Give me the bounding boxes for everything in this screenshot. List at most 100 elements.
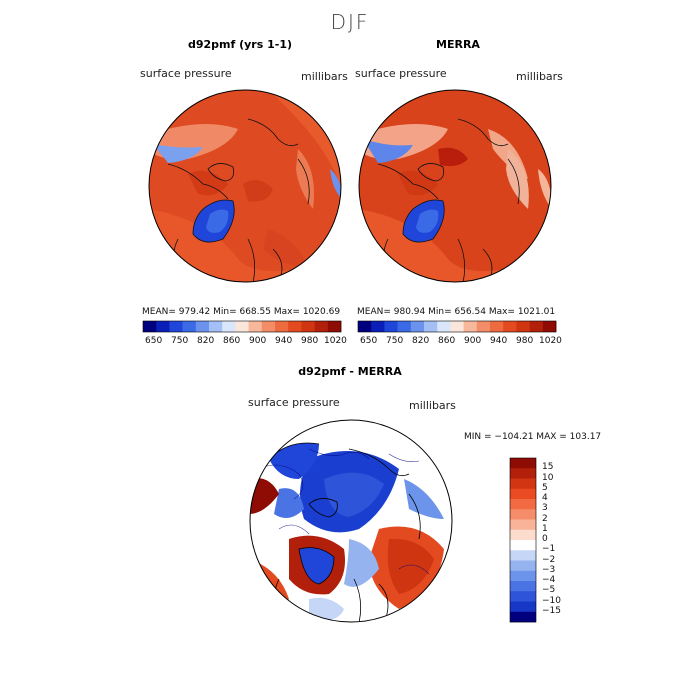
tick-label: 940: [275, 336, 293, 346]
top-left-units-label: millibars: [301, 70, 348, 83]
colorbar-tick-label: 2: [542, 513, 548, 524]
tick-label: 900: [249, 336, 267, 346]
colorbar-swatch: [371, 321, 385, 332]
colorbar-swatch: [288, 321, 302, 332]
tick-label: 750: [386, 336, 404, 346]
colorbar-swatch: [410, 321, 425, 332]
tick-label: 860: [438, 336, 456, 346]
bottom-minmax: MIN = −104.21 MAX = 103.17: [464, 432, 602, 442]
tick-label: 940: [490, 336, 508, 346]
colorbar-swatch: [510, 468, 536, 479]
colorbar-swatch: [542, 321, 557, 332]
colorbar-tick-label: −1: [542, 544, 556, 555]
colorbar-swatch: [301, 321, 315, 332]
colorbar-tick-label: −15: [542, 605, 561, 616]
colorbar-swatches: [358, 321, 557, 332]
colorbar-swatch: [510, 611, 536, 623]
colorbar-swatch: [510, 458, 536, 469]
colorbar-swatch: [503, 321, 517, 332]
colorbar-tick-label: −4: [542, 575, 556, 585]
colorbar-tick-label: 15: [542, 462, 554, 473]
top-right-map: [358, 89, 552, 283]
top-left-field-label: surface pressure: [140, 67, 232, 80]
bottom-field-label: surface pressure: [248, 396, 340, 409]
colorbar-swatch: [529, 321, 544, 332]
colorbar-swatch: [275, 321, 289, 332]
colorbar-swatch: [261, 321, 276, 332]
colorbar-tick-label: 1: [542, 523, 548, 534]
colorbar-tick-label: −3: [542, 564, 556, 575]
colorbar-tick-label: 0: [542, 534, 548, 544]
colorbar-swatch: [510, 519, 536, 531]
colorbar-swatch: [510, 550, 536, 561]
colorbar-swatch: [437, 321, 451, 332]
colorbar-swatches: [143, 321, 342, 332]
tick-label: 900: [464, 336, 482, 346]
top-right-title: MERRA: [436, 38, 480, 51]
colorbar-swatch: [510, 560, 536, 572]
colorbar-swatch: [358, 321, 372, 332]
colorbar-swatch: [510, 540, 536, 551]
tick-label: 980: [516, 336, 534, 346]
colorbar-tick-label: 4: [542, 493, 548, 503]
colorbar-swatch: [510, 570, 536, 582]
season-title: DJF: [330, 10, 370, 34]
colorbar-swatch: [182, 321, 197, 332]
colorbar-swatch: [327, 321, 342, 332]
top-right-field-label: surface pressure: [355, 67, 447, 80]
colorbar-swatch: [476, 321, 491, 332]
colorbar-swatch: [424, 321, 438, 332]
colorbar-swatch: [490, 321, 504, 332]
colorbar-swatch: [510, 509, 536, 520]
top-left-stats: MEAN= 979.42 Min= 668.55 Max= 1020.69: [142, 307, 341, 317]
anomaly-contours: [258, 448, 430, 575]
colorbar-swatch: [510, 529, 536, 541]
colorbar-swatches: [510, 458, 536, 623]
top-left-colorbar: [142, 320, 342, 333]
colorbar-swatch: [510, 478, 536, 490]
colorbar-swatch: [510, 591, 536, 602]
colorbar-swatch: [222, 321, 236, 332]
bottom-units-label: millibars: [409, 399, 456, 412]
tick-label: 1020: [539, 336, 562, 346]
tick-label: 820: [412, 336, 430, 346]
colorbar-tick-label: 5: [542, 482, 548, 493]
colorbar-swatch: [195, 321, 210, 332]
top-right-colorbar: [357, 320, 557, 333]
colorbar-tick-label: −2: [542, 554, 556, 565]
bottom-title: d92pmf - MERRA: [298, 365, 402, 378]
colorbar-swatch: [450, 321, 464, 332]
colorbar-swatch: [510, 488, 536, 500]
colorbar-swatch: [510, 581, 536, 592]
colorbar-tick-label: −10: [542, 595, 561, 606]
tick-label: 650: [145, 336, 163, 346]
colorbar-swatch: [384, 321, 398, 332]
colorbar-tick-label: −5: [542, 585, 556, 596]
tick-label: 750: [171, 336, 189, 346]
colorbar-swatch: [209, 321, 223, 332]
top-left-title: d92pmf (yrs 1-1): [187, 38, 293, 51]
colorbar-swatch: [156, 321, 170, 332]
tick-label: 980: [301, 336, 319, 346]
top-right-stats: MEAN= 980.94 Min= 656.54 Max= 1021.01: [357, 307, 556, 317]
colorbar-swatch: [248, 321, 263, 332]
colorbar-swatch: [510, 499, 536, 510]
colorbar-swatch: [516, 321, 530, 332]
top-left-map: [148, 89, 342, 283]
tick-label: 650: [360, 336, 378, 346]
top-right-units-label: millibars: [516, 70, 563, 83]
tick-label: 820: [197, 336, 215, 346]
bottom-colorbar: [509, 457, 537, 623]
colorbar-swatch: [314, 321, 329, 332]
tick-label: 1020: [324, 336, 347, 346]
colorbar-swatch: [510, 601, 536, 613]
colorbar-swatch: [143, 321, 157, 332]
colorbar-swatch: [235, 321, 249, 332]
colorbar-tick-label: 10: [542, 472, 554, 483]
colorbar-swatch: [169, 321, 183, 332]
colorbar-swatch: [397, 321, 412, 332]
colorbar-swatch: [463, 321, 478, 332]
tick-label: 860: [223, 336, 241, 346]
bottom-colorbar-labels: 15 10 5 4 3 2 1 0 −1 −2 −3 −4 −5 −10 −15: [540, 458, 580, 622]
colorbar-tick-label: 3: [542, 503, 548, 514]
